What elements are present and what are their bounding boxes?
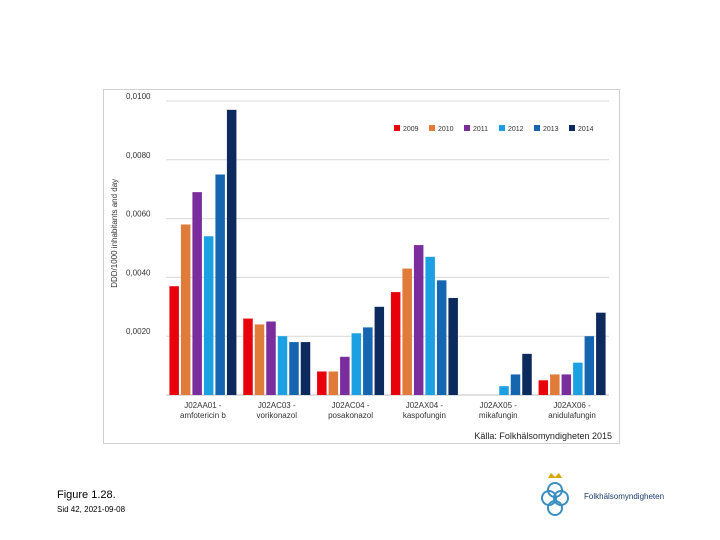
x-tick-label: J02AX05 -	[480, 401, 518, 410]
bar-2012-5	[573, 362, 583, 395]
crown-emblem-icon	[541, 473, 569, 516]
y-tick-label: 0,0020	[126, 327, 151, 336]
x-tick-label: J02AC04 -	[332, 401, 370, 410]
x-tick-label: kaspofungin	[403, 411, 446, 420]
y-axis-title: DDD/1000 inhabitants and day	[110, 179, 119, 288]
x-tick-label: J02AX04 -	[406, 401, 444, 410]
agency-logo	[535, 470, 675, 520]
bar-2013-2	[363, 327, 373, 395]
x-tick-label: J02AX06 -	[553, 401, 591, 410]
legend-label: 2010	[438, 126, 454, 133]
x-tick-label: amfotericin b	[180, 411, 226, 420]
chart-container: 0,0020 0,0040 0,0060 0,0080 0,0100 J02AA01 -a…	[103, 89, 620, 444]
bar-2014-4	[522, 353, 532, 395]
logo-text: Folkhälsomyndigheten	[584, 492, 665, 501]
page-reference: Sid 42, 2021-09-08	[57, 505, 126, 514]
legend: 2009 2010 2011 2012 2013 2014	[394, 125, 594, 133]
legend-swatch	[569, 125, 575, 131]
bar-2011-2	[340, 356, 350, 395]
bar-2010-5	[550, 374, 560, 395]
bar-2009-1	[243, 318, 253, 395]
bar-2012-3	[425, 256, 435, 395]
legend-swatch	[429, 125, 435, 131]
y-tick-label: 0,0080	[126, 151, 151, 160]
figure-caption: Figure 1.28.	[57, 489, 116, 501]
bar-2013-0	[215, 174, 225, 395]
x-tick-label: J02AA01 -	[184, 401, 222, 410]
y-tick-label: 0,0100	[126, 92, 151, 101]
legend-label: 2013	[543, 126, 559, 133]
bar-2012-0	[203, 236, 214, 395]
bar-2011-5	[561, 374, 572, 395]
bar-2011-1	[266, 321, 276, 395]
gridlines	[166, 100, 609, 396]
bar-2013-5	[584, 336, 595, 395]
bar-2010-3	[402, 268, 412, 395]
bar-2011-3	[413, 245, 424, 395]
bar-2012-2	[351, 333, 362, 395]
bar-2014-3	[448, 297, 458, 395]
bar-2009-3	[390, 292, 401, 395]
bar-2012-1	[277, 336, 288, 395]
legend-label: 2014	[578, 126, 594, 133]
bar-2010-0	[180, 224, 191, 395]
bar-2009-0	[169, 286, 179, 395]
bars	[169, 109, 606, 395]
bar-2014-5	[596, 312, 606, 395]
bar-2009-2	[317, 371, 327, 395]
legend-label: 2011	[473, 126, 488, 133]
bar-2013-3	[436, 280, 447, 395]
legend-label: 2009	[403, 126, 419, 133]
y-tick-label: 0,0060	[126, 210, 151, 219]
x-tick-label: anidulafungin	[548, 411, 596, 420]
x-tick-label: J02AC03 -	[258, 401, 296, 410]
y-tick-label: 0,0040	[126, 268, 151, 277]
legend-swatch	[394, 125, 400, 131]
legend-swatch	[534, 125, 540, 131]
legend-swatch	[499, 125, 505, 131]
bar-2013-1	[289, 342, 299, 395]
legend-label: 2012	[508, 126, 524, 133]
bar-2014-0	[226, 109, 237, 395]
bar-2010-1	[254, 324, 265, 395]
source-note: Källa: Folkhälsomyndigheten 2015	[474, 431, 612, 441]
x-tick-label: mikafungin	[479, 411, 518, 420]
x-tick-label: vorikonazol	[257, 411, 298, 420]
bar-2011-0	[192, 192, 202, 395]
bar-2009-5	[538, 380, 549, 395]
bar-2012-4	[499, 386, 509, 395]
bar-2013-4	[510, 374, 521, 395]
bar-2014-1	[300, 342, 311, 395]
legend-swatch	[464, 125, 470, 131]
bar-2010-2	[328, 371, 339, 395]
bar-2014-2	[374, 306, 385, 395]
x-tick-label: posakonazol	[328, 411, 373, 420]
